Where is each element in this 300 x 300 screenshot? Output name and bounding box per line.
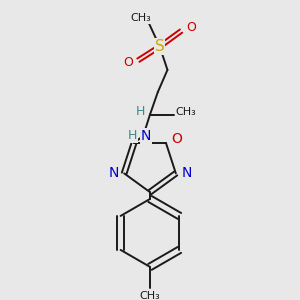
Text: CH₃: CH₃ <box>140 291 160 300</box>
Text: O: O <box>186 21 196 34</box>
Text: CH₃: CH₃ <box>130 14 151 23</box>
Text: S: S <box>155 39 165 54</box>
Text: O: O <box>124 56 134 69</box>
Text: O: O <box>171 132 182 146</box>
Text: H: H <box>136 105 145 118</box>
Text: N: N <box>181 167 192 180</box>
Text: N: N <box>141 129 151 143</box>
Text: N: N <box>108 167 119 180</box>
Text: CH₃: CH₃ <box>176 106 196 117</box>
Text: H: H <box>128 129 137 142</box>
